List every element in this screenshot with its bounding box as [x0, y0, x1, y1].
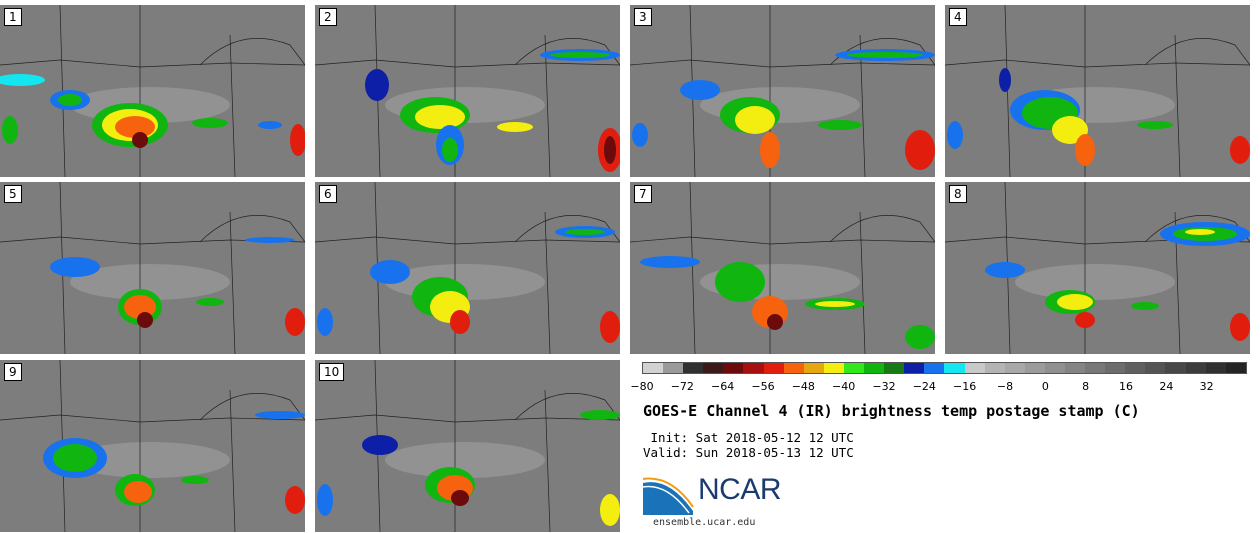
colorbar-swatch — [743, 363, 764, 373]
satellite-map-8 — [945, 182, 1250, 354]
map-panel-8: 8 — [945, 182, 1250, 354]
map-panel-4: 4 — [945, 5, 1250, 177]
colorbar-swatch — [1085, 363, 1106, 373]
legend-area: −80 −72 −64 −56 −48 −40 −32 −24 −16 −8 0 8 16 24 32 GO… — [630, 360, 1260, 533]
colorbar-swatch — [1024, 363, 1045, 373]
satellite-map-1 — [0, 5, 305, 177]
map-title: GOES-E Channel 4 (IR) brightness temp po… — [643, 402, 1140, 420]
map-panel-6: 6 — [315, 182, 620, 354]
colorbar-swatch — [663, 363, 684, 373]
colorbar-swatch — [763, 363, 784, 373]
colorbar-swatch — [1165, 363, 1186, 373]
colorbar — [642, 362, 1247, 374]
colorbar-swatch — [803, 363, 824, 373]
colorbar-swatch — [964, 363, 985, 373]
panel-number: 2 — [319, 8, 337, 26]
colorbar-swatch — [864, 363, 885, 373]
panel-number: 8 — [949, 185, 967, 203]
satellite-map-7 — [630, 182, 935, 354]
colorbar-tick-label: −56 — [751, 380, 775, 393]
colorbar-tick-label: −80 — [630, 380, 654, 393]
panel-number: 5 — [4, 185, 22, 203]
colorbar-tick-label: 0 — [1041, 380, 1049, 393]
ncar-logo: NCAR ensemble.ucar.edu — [642, 473, 803, 528]
colorbar-tick-label: −48 — [791, 380, 815, 393]
colorbar-tick-label: −24 — [912, 380, 936, 393]
init-time: Init: Sat 2018-05-12 12 UTC — [643, 430, 854, 445]
panel-number: 10 — [319, 363, 345, 381]
ncar-logo-icon — [642, 477, 694, 515]
colorbar-tick-label: −16 — [953, 380, 977, 393]
colorbar-swatch — [904, 363, 925, 373]
colorbar-tick-label: −8 — [996, 380, 1014, 393]
colorbar-swatch — [1004, 363, 1025, 373]
colorbar-tick-label: −32 — [872, 380, 896, 393]
colorbar-swatch — [783, 363, 804, 373]
satellite-map-2 — [315, 5, 620, 177]
map-panel-7: 7 — [630, 182, 935, 354]
map-panel-5: 5 — [0, 182, 305, 354]
colorbar-swatch — [984, 363, 1005, 373]
map-panel-10: 10 — [315, 360, 620, 532]
panel-number: 6 — [319, 185, 337, 203]
valid-time: Valid: Sun 2018-05-13 12 UTC — [643, 445, 854, 460]
colorbar-swatch — [643, 363, 664, 373]
colorbar-swatch — [723, 363, 744, 373]
colorbar-swatch — [1145, 363, 1166, 373]
colorbar-tick-label: 16 — [1119, 380, 1133, 393]
colorbar-tick-label: −40 — [832, 380, 856, 393]
satellite-map-9 — [0, 360, 305, 532]
satellite-map-10 — [315, 360, 620, 532]
colorbar-tick-label: −64 — [711, 380, 735, 393]
ncar-logo-text: NCAR — [698, 473, 782, 506]
colorbar-tick-label: 24 — [1159, 380, 1174, 393]
colorbar-swatch — [1225, 363, 1246, 373]
colorbar-swatch — [823, 363, 844, 373]
colorbar-swatch — [924, 363, 945, 373]
colorbar-swatch — [683, 363, 704, 373]
panel-number: 9 — [4, 363, 22, 381]
colorbar-swatch — [1105, 363, 1126, 373]
satellite-map-3 — [630, 5, 935, 177]
colorbar-swatch — [944, 363, 965, 373]
panel-number: 1 — [4, 8, 22, 26]
colorbar-swatch — [703, 363, 724, 373]
map-panel-2: 2 — [315, 5, 620, 177]
colorbar-tick-label: −72 — [670, 380, 694, 393]
colorbar-swatch — [1064, 363, 1086, 373]
ncar-url: ensemble.ucar.edu — [653, 517, 756, 528]
colorbar-tick-label: 32 — [1199, 380, 1214, 393]
satellite-map-5 — [0, 182, 305, 354]
map-panel-1: 1 — [0, 5, 305, 177]
map-panel-3: 3 — [630, 5, 935, 177]
colorbar-swatch — [1205, 363, 1226, 373]
satellite-map-4 — [945, 5, 1250, 177]
colorbar-tick-label: 8 — [1082, 380, 1090, 393]
map-panel-9: 9 — [0, 360, 305, 532]
colorbar-swatch — [1044, 363, 1065, 373]
colorbar-swatch — [884, 363, 905, 373]
panel-number: 3 — [634, 8, 652, 26]
colorbar-swatch — [1125, 363, 1146, 373]
satellite-map-6 — [315, 182, 620, 354]
panel-number: 7 — [634, 185, 652, 203]
panel-number: 4 — [949, 8, 967, 26]
colorbar-swatch — [1185, 363, 1206, 373]
colorbar-swatch — [843, 363, 865, 373]
